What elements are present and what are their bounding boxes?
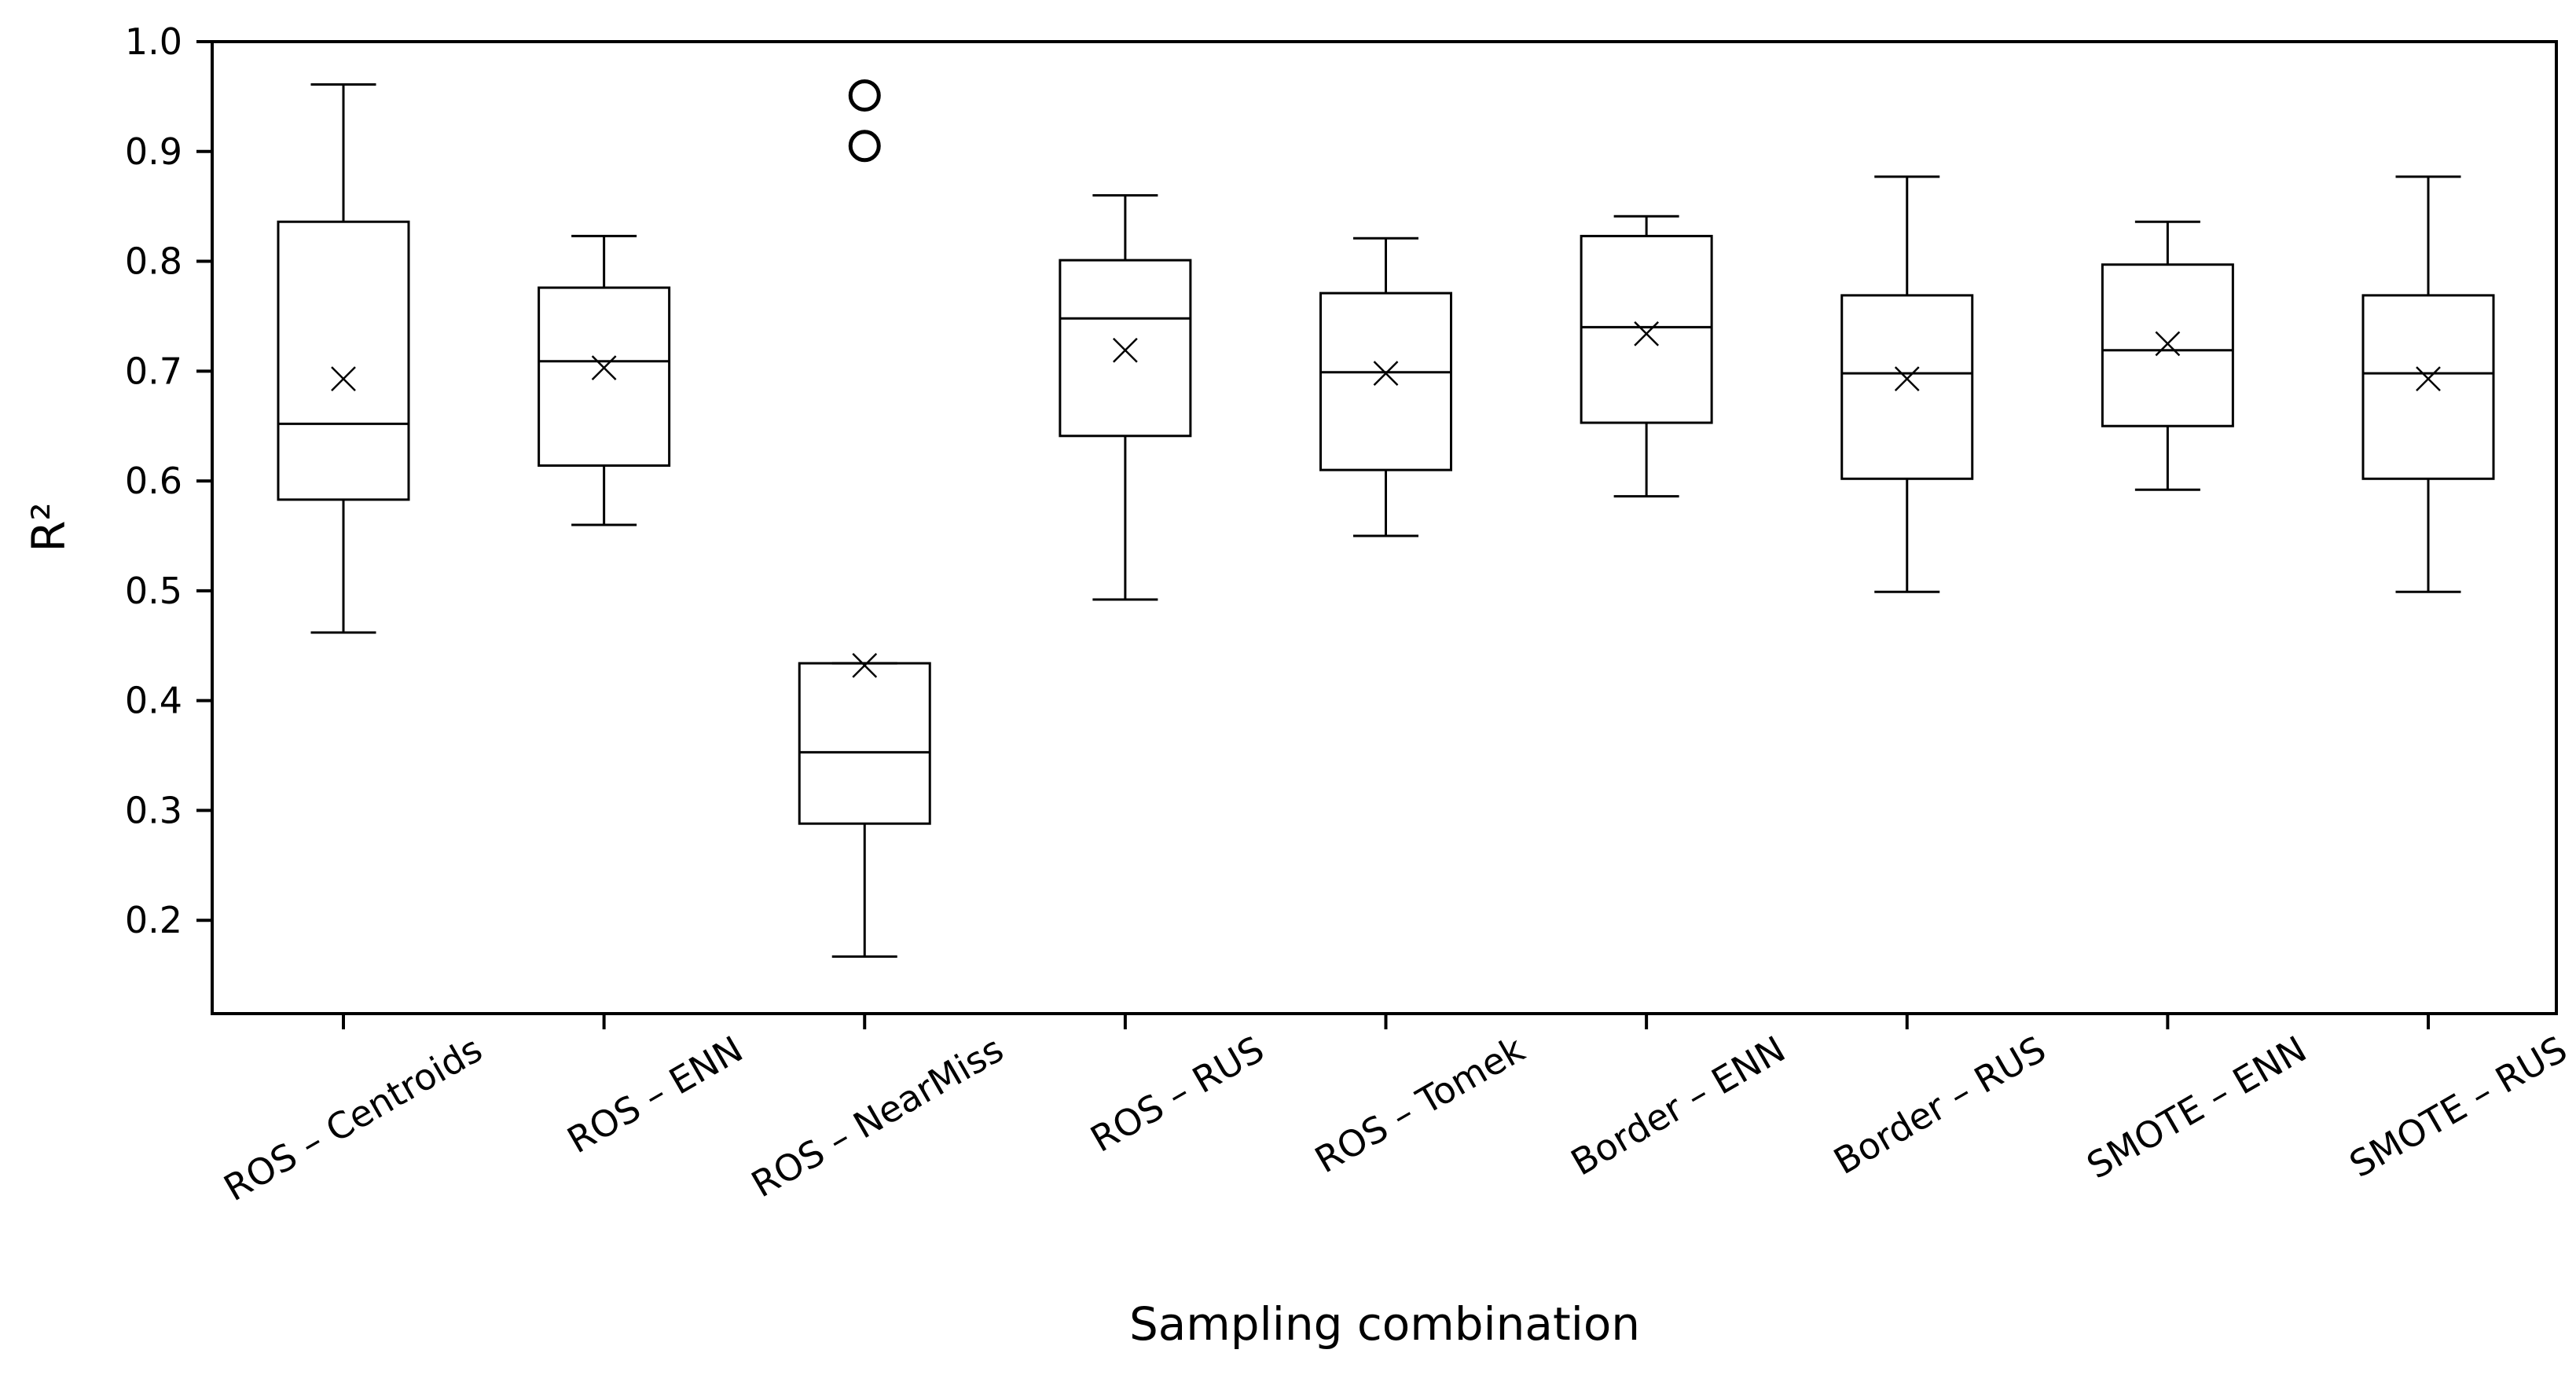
iqr-box [2101,263,2234,427]
iqr-box [798,662,931,825]
box-group [1319,237,1452,537]
mean-marker [591,355,617,381]
y-tick-label: 0.9 [125,130,182,173]
iqr-box [1319,292,1452,471]
x-tick-label: ROS – RUS [1084,1028,1271,1161]
mean-marker [331,366,356,391]
iqr-box [538,286,671,468]
iqr-box [2361,294,2495,480]
box-group [2101,220,2234,491]
box-group [1580,215,1713,498]
box-group [1059,194,1192,601]
box-group [798,79,931,958]
mean-marker [2416,366,2441,391]
x-axis-title: Sampling combination [1129,1297,1640,1351]
iqr-box [1059,259,1192,438]
x-tick-label: Border – ENN [1564,1028,1793,1184]
iqr-box [1580,234,1713,424]
y-tick-label: 0.5 [125,570,182,612]
mean-marker [1112,337,1138,363]
box-group [2361,175,2495,593]
mean-marker [1634,321,1660,347]
y-tick-label: 0.7 [125,350,182,392]
y-tick-label: 0.3 [125,789,182,831]
iqr-box [277,220,410,501]
mean-marker [1894,366,1920,391]
x-tick-label: ROS – Centroids [217,1028,490,1209]
outlier-point [848,79,881,112]
chart-marks [277,79,2495,958]
outlier-point [848,130,881,163]
y-tick-label: 1.0 [125,20,182,63]
x-tick-label: Border – RUS [1826,1028,2053,1183]
mean-marker [852,653,878,678]
y-axis-title: R² [22,502,75,552]
iqr-box [1840,294,1974,480]
x-tick-label: ROS – ENN [560,1028,750,1162]
x-tick-label: SMOTE – ENN [2079,1028,2314,1187]
y-tick-label: 0.2 [125,899,182,941]
y-tick-label: 0.6 [125,460,182,502]
box-group [277,83,410,634]
y-axis: 0.2 0.3 0.4 0.5 0.6 0.7 0.8 0.9 1.0 [125,20,212,941]
x-tick-label: SMOTE – RUS [2343,1028,2574,1186]
x-tick-label: ROS – NearMiss [744,1028,1011,1206]
plot-area-frame [211,40,2558,1015]
mean-marker [1373,361,1399,387]
mean-marker [2155,331,2181,357]
x-tick-label: ROS – Tomek [1308,1028,1532,1182]
y-tick-label: 0.8 [125,240,182,283]
box-group [538,234,671,526]
y-tick-label: 0.4 [125,680,182,722]
box-group [1840,175,1974,593]
